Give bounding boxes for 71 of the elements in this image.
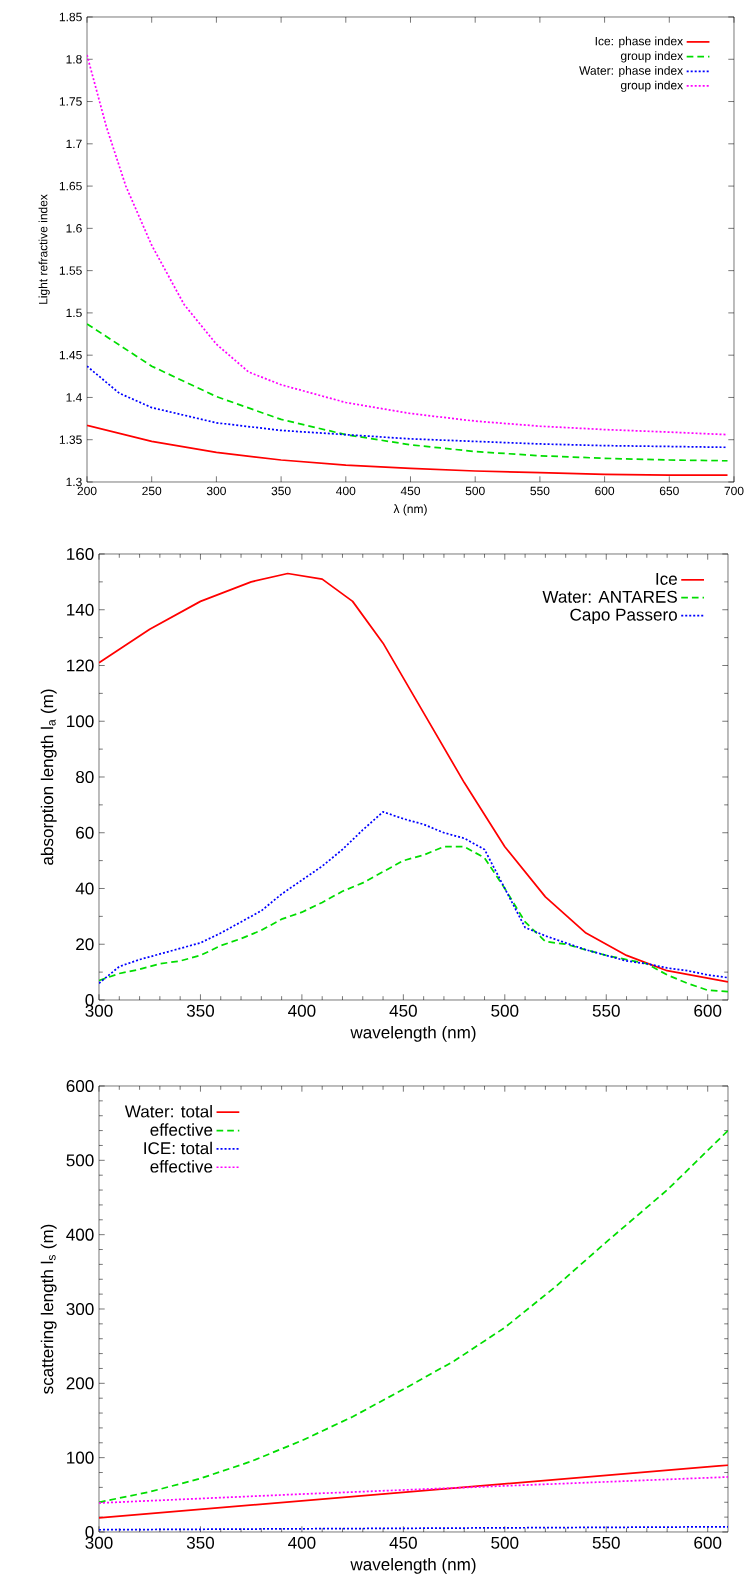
legend-label: Water: phase index: [579, 65, 684, 78]
x-tick-label: 450: [389, 1536, 417, 1549]
y-tick-label: 60: [76, 826, 94, 839]
y-tick-label: 80: [76, 770, 94, 784]
line-series: [87, 424, 729, 477]
x-axis-title: wavelength (nm): [350, 1025, 476, 1042]
x-tick-label: 300: [206, 486, 226, 496]
y-tick-label: 1.4: [66, 393, 82, 402]
y-tick-label: 140: [67, 603, 94, 616]
x-tick-label: 450: [400, 486, 421, 496]
y-tick-label: 1.5: [66, 308, 82, 318]
x-tick-label: 600: [694, 1004, 722, 1017]
legend-label: ICE: total: [144, 1141, 212, 1155]
y-tick-label: 120: [67, 659, 94, 672]
line-series: [87, 365, 729, 449]
x-tick-label: 550: [592, 1004, 620, 1017]
line-series: [87, 323, 729, 462]
x-tick-label: 700: [724, 486, 744, 496]
legend-label: Water: total: [124, 1104, 212, 1118]
y-tick-label: 1.75: [59, 97, 82, 106]
x-axis-title: wavelength (nm): [350, 1557, 476, 1574]
y-tick-label: 400: [66, 1228, 94, 1241]
legend-label: group index: [620, 51, 683, 63]
x-axis-title: λ (nm): [393, 504, 427, 516]
y-tick-label: 160: [67, 547, 94, 561]
y-tick-label: 1.6: [66, 224, 82, 233]
x-tick-label: 550: [592, 1536, 620, 1549]
y-tick-label: 1.45: [59, 350, 82, 360]
x-tick-label: 500: [465, 486, 485, 496]
y-tick-label: 1.35: [59, 435, 82, 444]
y-axis-title: absorption length l$_{a}$ (m): [40, 689, 57, 865]
x-tick-label: 400: [288, 1004, 316, 1017]
x-tick-label: 500: [491, 1536, 519, 1549]
y-tick-label: 1.55: [59, 266, 82, 275]
x-tick-label: 350: [186, 1536, 215, 1549]
x-tick-label: 500: [491, 1004, 519, 1017]
y-axis-title: Light refractive index: [38, 194, 50, 304]
x-tick-label: 350: [271, 486, 291, 496]
y-tick-label: 300: [66, 1302, 94, 1316]
y-tick-label: 1.8: [66, 55, 82, 64]
y-tick-label: 600: [66, 1079, 94, 1093]
x-tick-label: 400: [288, 1536, 316, 1549]
line-series: [99, 845, 728, 993]
legend-label: Capo Passero: [570, 608, 677, 625]
x-tick-label: 350: [186, 1004, 215, 1017]
y-tick-label: 1.85: [59, 12, 82, 22]
x-tick-label: 450: [389, 1004, 417, 1017]
x-tick-label: 600: [694, 1536, 722, 1549]
legend-label: effective: [150, 1123, 213, 1136]
y-tick-label: 1.7: [66, 139, 82, 148]
y-tick-label: 20: [76, 938, 94, 951]
y-axis-title: scattering length l$_{s}$ (m): [40, 1224, 57, 1394]
y-tick-label: 1.65: [59, 181, 82, 191]
y-tick-label: 200: [66, 1377, 94, 1390]
legend-label: Ice: phase index: [595, 36, 684, 48]
x-tick-label: 600: [595, 486, 615, 496]
y-tick-label: 100: [67, 1451, 94, 1464]
y-tick-label: 100: [67, 715, 94, 728]
legend-label: Ice: [656, 572, 677, 585]
x-tick-label: 650: [659, 486, 679, 496]
legend-label: effective: [150, 1160, 213, 1173]
y-tick-label: 40: [75, 882, 94, 895]
y-tick-label: 500: [66, 1154, 94, 1167]
x-tick-label: 550: [530, 486, 550, 496]
line-series: [99, 572, 728, 983]
line-series: [99, 1476, 728, 1504]
y-tick-label: 1.3: [66, 477, 82, 487]
legend-label: group index: [620, 80, 683, 92]
x-tick-label: 400: [336, 486, 356, 496]
x-tick-label: 250: [142, 486, 162, 496]
legend-label: Water: ANTARES: [542, 590, 677, 603]
